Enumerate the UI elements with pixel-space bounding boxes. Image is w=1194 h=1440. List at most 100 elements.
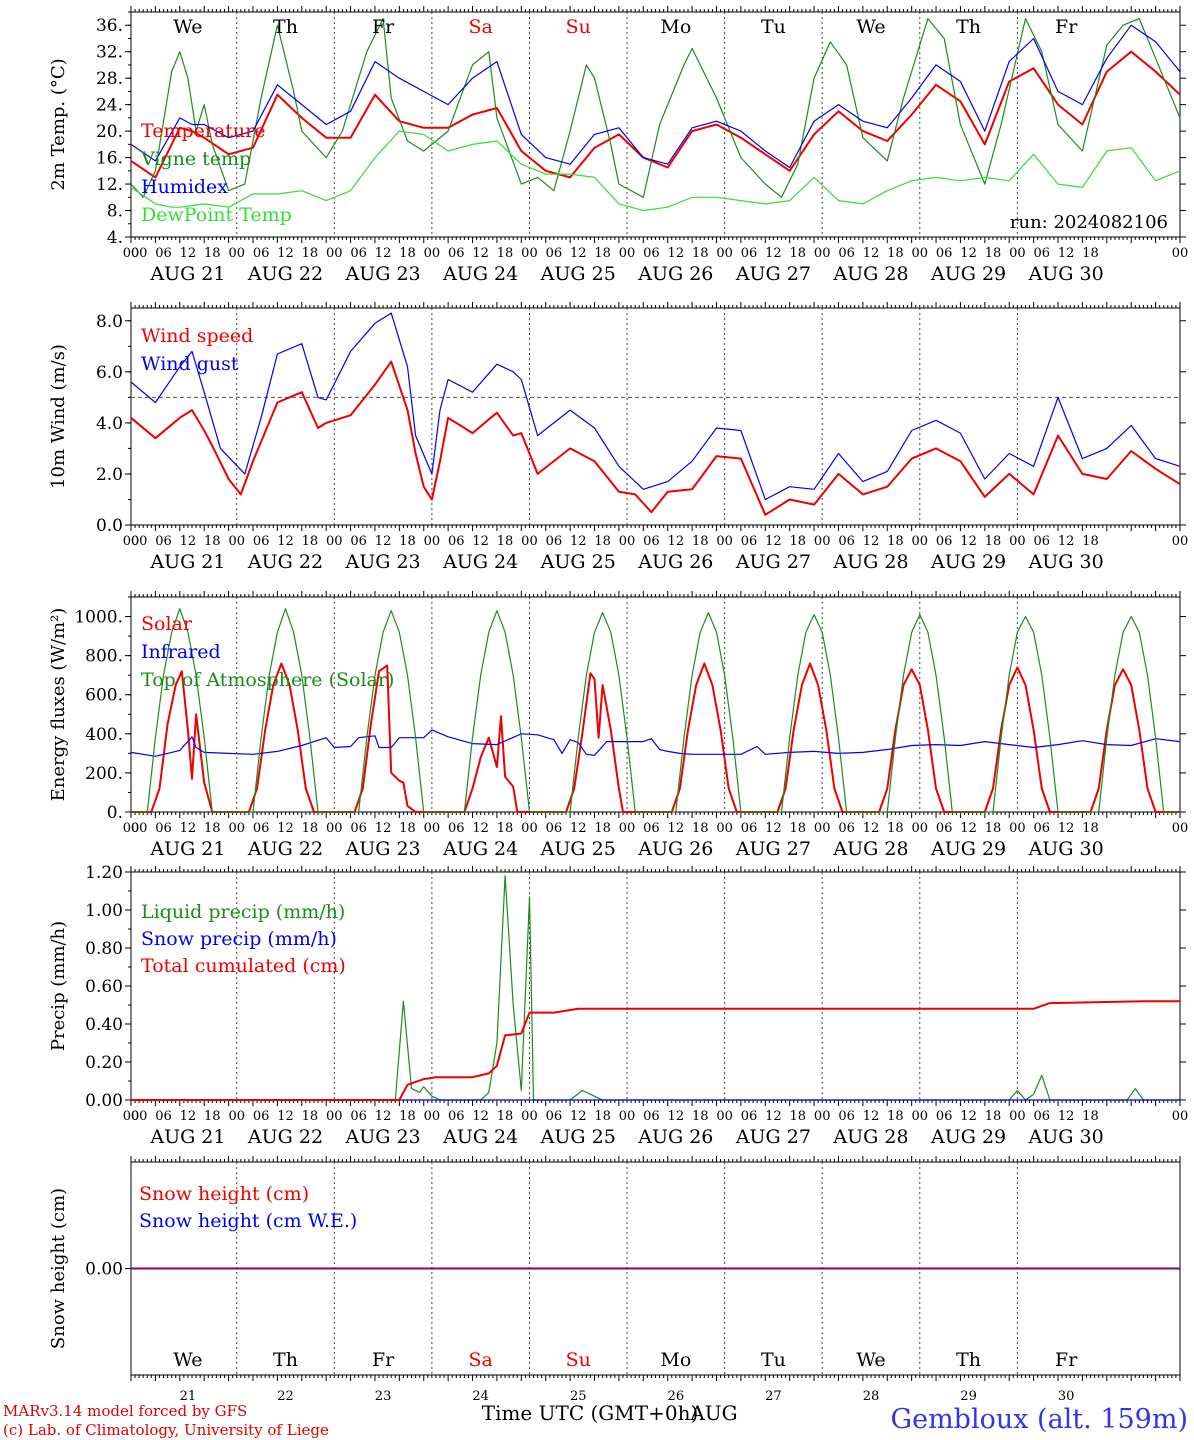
hour-tick-label: 12 — [765, 821, 782, 836]
hour-tick-label: 00 — [814, 821, 831, 836]
credits-line-2: (c) Lab. of Climatology, University of L… — [3, 1421, 329, 1439]
hour-tick-label: 00 — [521, 534, 538, 549]
hour-tick-label: 00 — [619, 821, 636, 836]
hour-tick-label: 18 — [790, 246, 807, 261]
hour-tick-label: 12 — [570, 1109, 587, 1124]
hour-tick-label: 06 — [643, 821, 660, 836]
panel-snow: 0.00 Snow height (cm) Snow height (cm) Snow… — [48, 1156, 1181, 1381]
hour-tick-label: 18 — [594, 534, 611, 549]
hour-tick-label: 12 — [180, 1109, 197, 1124]
hour-tick-label: 00 — [619, 1109, 636, 1124]
y-tick-label: 8. — [107, 202, 123, 222]
weekday-label: Tu — [761, 1349, 786, 1371]
weekday-label: Th — [273, 16, 298, 38]
series-line — [130, 312, 1181, 501]
legend-entry: Liquid precip (mm/h) — [141, 901, 345, 923]
date-label: AUG 21 — [149, 838, 225, 860]
hour-tick-label: 00 — [619, 246, 636, 261]
y-tick-label: 600. — [85, 686, 123, 706]
hour-tick-label: 12 — [472, 821, 489, 836]
y-tick-label: 0.60 — [85, 977, 123, 997]
y-tick-label: 800. — [85, 647, 123, 667]
hour-tick-label: 18 — [790, 1109, 807, 1124]
hour-tick-label: 18 — [204, 1109, 221, 1124]
hour-tick-label: 12 — [180, 246, 197, 261]
date-label: AUG 22 — [247, 838, 323, 860]
hour-tick-label: 00 — [123, 1109, 140, 1124]
date-label: AUG 22 — [247, 263, 323, 285]
y-tick-label: 4.0 — [96, 414, 123, 434]
hour-tick-label: 18 — [594, 246, 611, 261]
plot-frame — [130, 307, 1181, 526]
date-label: AUG 24 — [442, 551, 518, 573]
hour-tick-label: 06 — [936, 246, 953, 261]
weekday-label: Fr — [1055, 16, 1078, 38]
legend-entry: Humidex — [141, 176, 228, 198]
hour-tick-label: 06 — [838, 246, 855, 261]
hour-tick-label: 00 — [131, 534, 148, 549]
hour-tick-label: 06 — [546, 246, 563, 261]
hour-tick-label: 06 — [448, 821, 465, 836]
y-tick-label: 0.80 — [85, 939, 123, 959]
hour-tick-label: 18 — [887, 246, 904, 261]
date-label: AUG 21 — [149, 1126, 225, 1148]
weekday-label: We — [856, 16, 885, 38]
date-label: AUG 22 — [247, 1126, 323, 1148]
month-axis-label: AUG — [689, 1401, 737, 1425]
hour-tick-label: 12 — [863, 821, 880, 836]
y-axis-label: 2m Temp. (°C) — [48, 58, 69, 190]
hour-tick-label: 18 — [497, 1109, 514, 1124]
hour-tick-label: 06 — [253, 534, 270, 549]
day-number: 28 — [863, 1389, 880, 1404]
hour-tick-label: 06 — [741, 821, 758, 836]
y-axis-label: Energy fluxes (W/m²) — [48, 608, 69, 802]
hour-tick-label: 12 — [277, 246, 294, 261]
day-number: 25 — [570, 1389, 587, 1404]
hour-tick-label: 06 — [253, 1109, 270, 1124]
hour-tick-label: 18 — [302, 821, 319, 836]
hour-tick-label: 12 — [863, 534, 880, 549]
hour-tick-label: 00 — [814, 534, 831, 549]
date-label: AUG 25 — [540, 551, 616, 573]
hour-tick-label: 00 — [1009, 821, 1026, 836]
hour-tick-label: 00 — [619, 534, 636, 549]
weekday-label: Mo — [660, 1349, 691, 1371]
date-label: AUG 27 — [735, 263, 811, 285]
y-tick-label: 0.00 — [85, 1260, 123, 1280]
hour-tick-label: 12 — [375, 246, 392, 261]
hour-tick-label: 12 — [863, 1109, 880, 1124]
legend-entry: Snow precip (mm/h) — [141, 928, 337, 950]
y-tick-label: 32. — [96, 43, 123, 63]
hour-tick-label: 12 — [1058, 246, 1075, 261]
date-label: AUG 26 — [637, 551, 713, 573]
series-line — [130, 360, 1181, 516]
y-tick-label: 36. — [96, 16, 123, 36]
legend-entry: DewPoint Temp — [141, 204, 292, 226]
date-label: AUG 21 — [149, 263, 225, 285]
hour-tick-label: 12 — [1058, 821, 1075, 836]
y-axis-label: 10m Wind (m/s) — [48, 344, 69, 489]
date-label: AUG 23 — [345, 838, 421, 860]
hour-tick-label: 06 — [1033, 246, 1050, 261]
hour-tick-label: 12 — [180, 821, 197, 836]
hour-tick-label: 06 — [741, 246, 758, 261]
hour-tick-label: 06 — [253, 821, 270, 836]
weekday-label: Fr — [372, 1349, 395, 1371]
legend-entry: Temperature — [141, 120, 265, 142]
day-number: 24 — [472, 1389, 489, 1404]
hour-tick-label: 12 — [765, 534, 782, 549]
hour-tick-label: 00 — [814, 246, 831, 261]
y-tick-label: 0. — [107, 803, 123, 823]
y-tick-label: 1.20 — [85, 863, 123, 883]
date-label: AUG 21 — [149, 551, 225, 573]
hour-tick-label: 00 — [1009, 246, 1026, 261]
hour-tick-label: 18 — [887, 821, 904, 836]
hour-tick-label: 00 — [814, 1109, 831, 1124]
hour-tick-label: 12 — [570, 246, 587, 261]
hour-tick-label: 18 — [497, 246, 514, 261]
credits-line-1: MARv3.14 model forced by GFS — [3, 1402, 247, 1420]
hour-tick-label: 18 — [1082, 821, 1099, 836]
hour-tick-label: 18 — [887, 1109, 904, 1124]
